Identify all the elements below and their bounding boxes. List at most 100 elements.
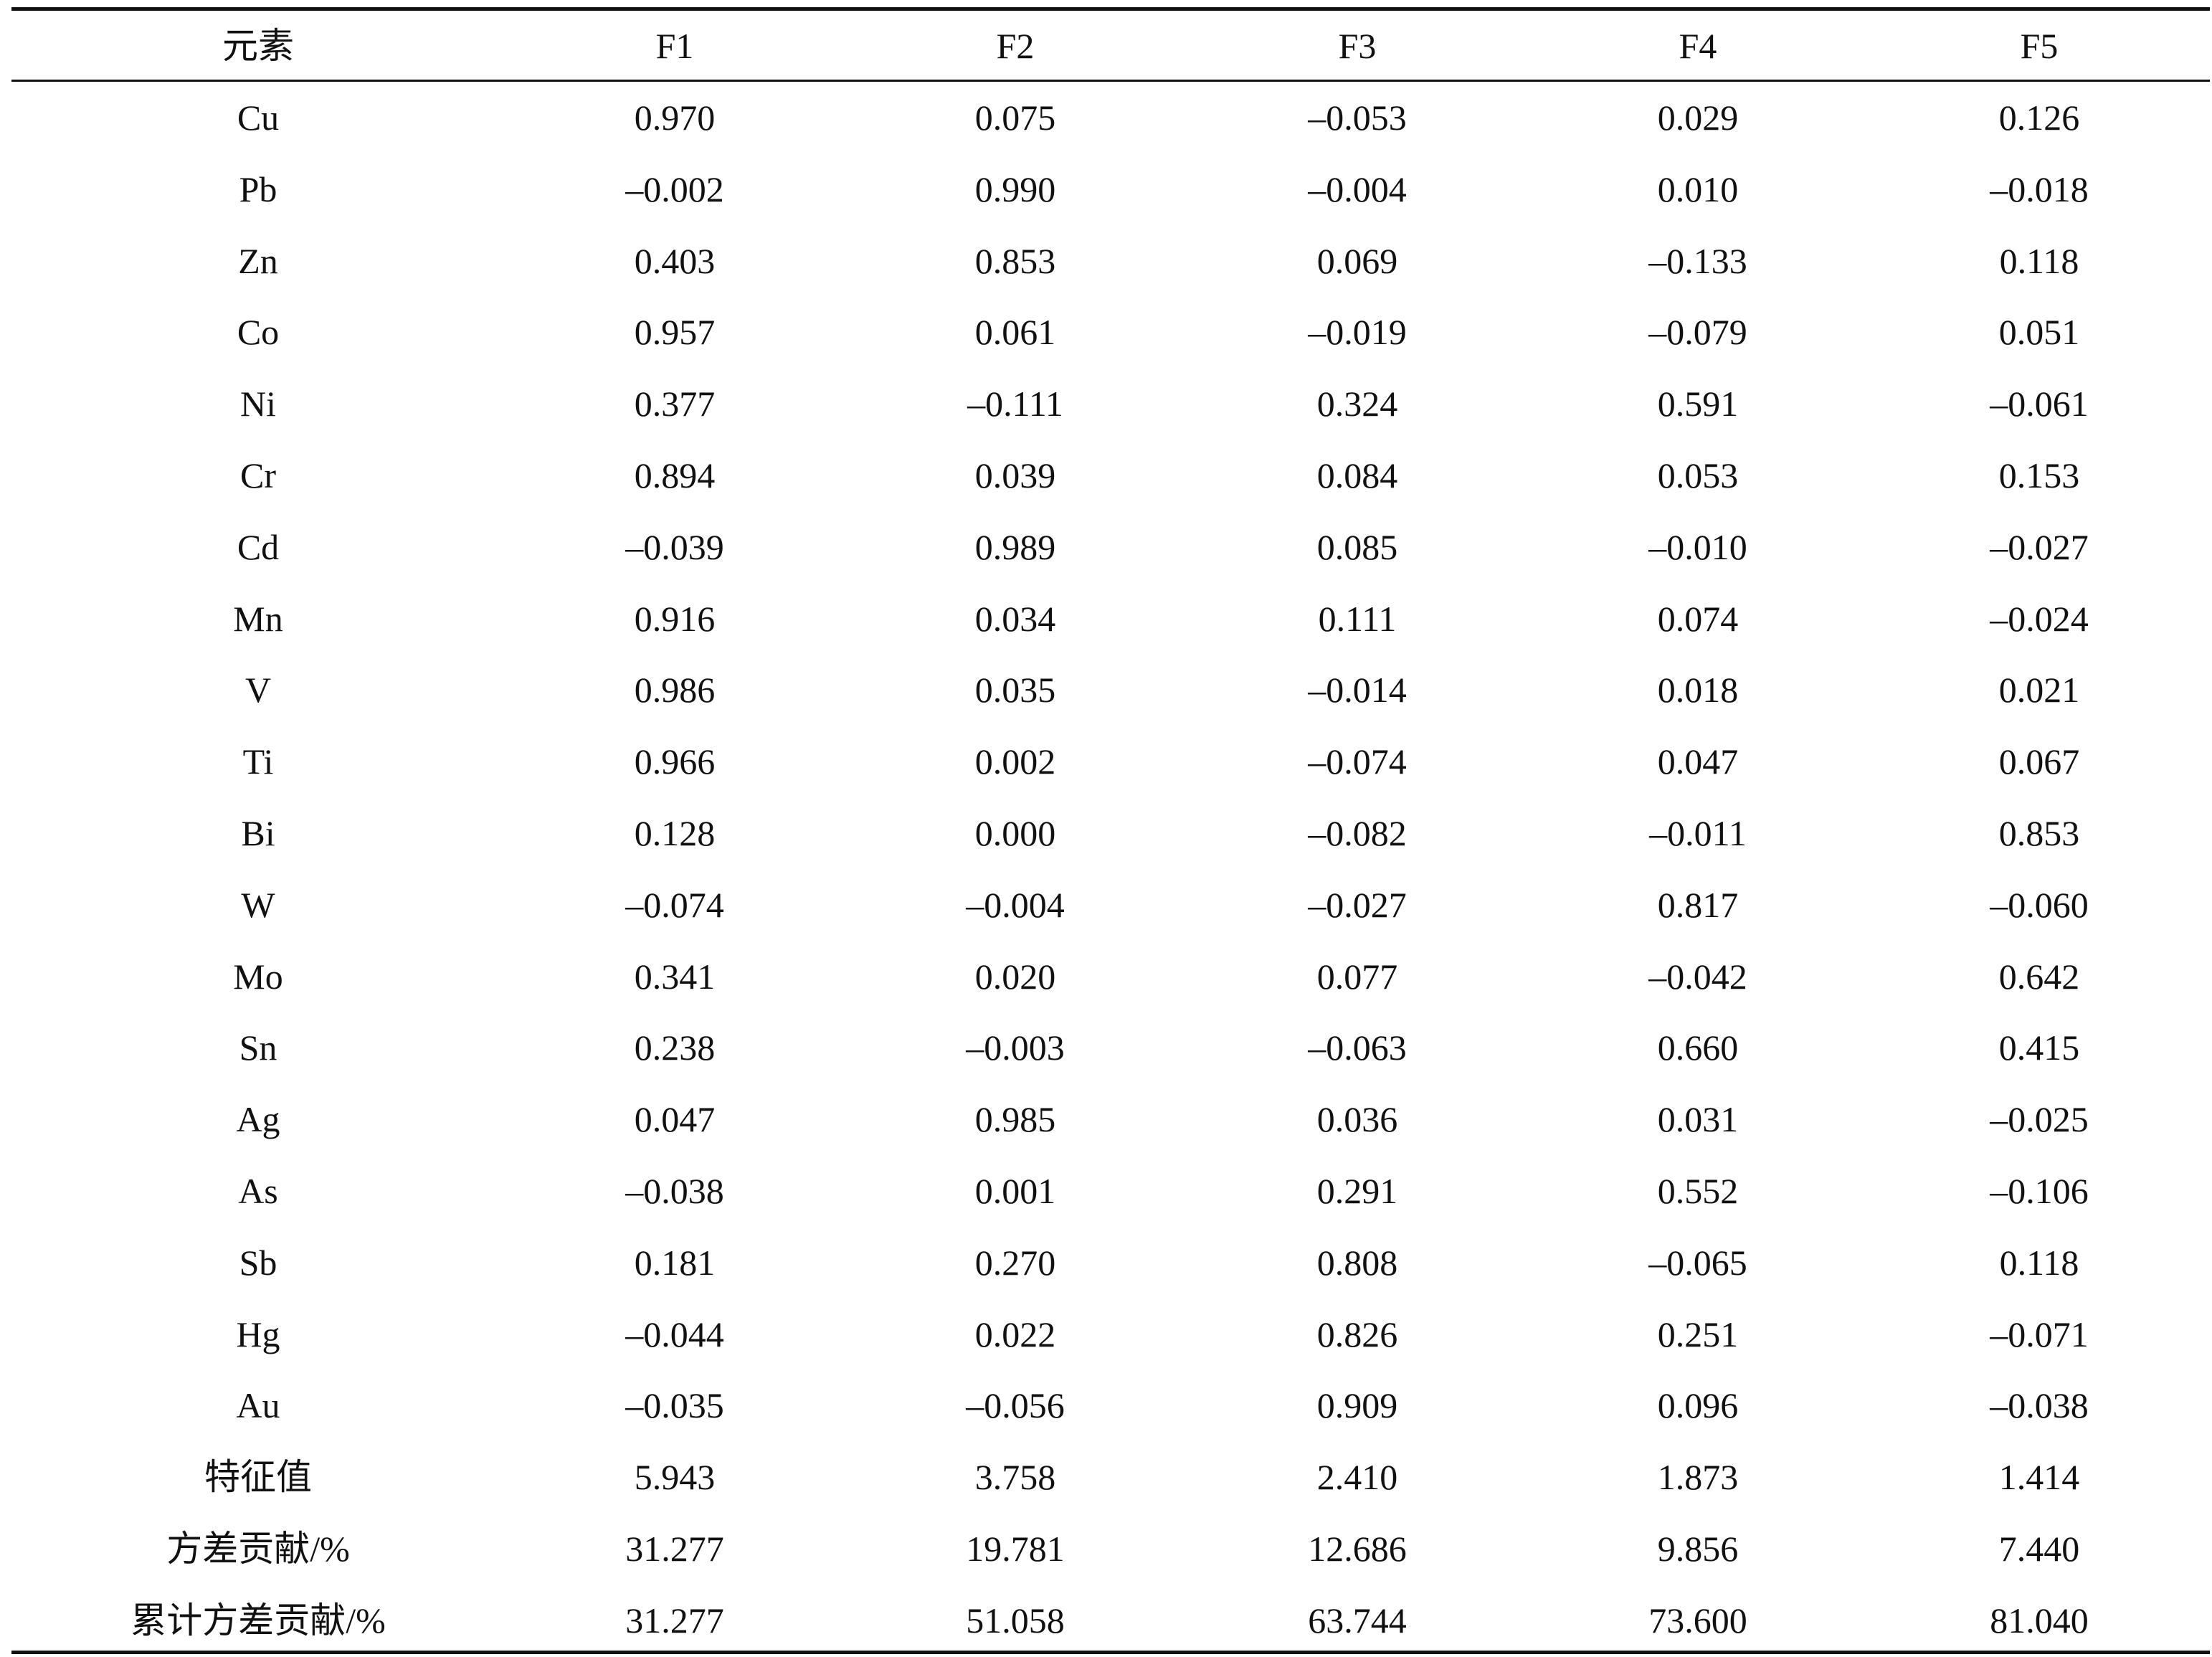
table-cell: 0.047 xyxy=(1657,741,1739,782)
table-cell: 0.270 xyxy=(974,1242,1056,1283)
table-cell: 0.051 xyxy=(1998,312,2080,353)
table-cell: –0.133 xyxy=(1648,240,1747,281)
row-label: Ni xyxy=(240,384,276,424)
table-cell: 2.410 xyxy=(1316,1457,1398,1498)
row-label: Hg xyxy=(236,1314,280,1354)
header-cell: F1 xyxy=(655,26,694,66)
table-cell: –0.079 xyxy=(1648,312,1747,353)
table-cell: 0.826 xyxy=(1316,1314,1398,1354)
bottom-rule xyxy=(11,1651,2210,1654)
table-cell: –0.053 xyxy=(1308,98,1407,138)
table-cell: 0.591 xyxy=(1657,384,1739,424)
table-cell: 0.324 xyxy=(1316,384,1398,424)
row-label: Sb xyxy=(239,1242,277,1283)
table-cell: 0.660 xyxy=(1657,1027,1739,1068)
table-cell: –0.106 xyxy=(1990,1171,2089,1211)
table-cell: 0.989 xyxy=(974,526,1056,567)
table-cell: 9.856 xyxy=(1657,1529,1739,1569)
table-cell: 0.990 xyxy=(974,168,1056,209)
row-label: Au xyxy=(236,1385,280,1426)
table-cell: –0.071 xyxy=(1990,1314,2089,1354)
table-cell: –0.044 xyxy=(625,1314,724,1354)
top-rule xyxy=(11,7,2210,11)
row-label: Cd xyxy=(237,526,280,567)
row-label: Sn xyxy=(239,1027,277,1068)
table-cell: –0.063 xyxy=(1308,1027,1407,1068)
row-label: Ag xyxy=(236,1099,280,1140)
table-cell: 0.642 xyxy=(1998,956,2080,997)
table-cell: –0.027 xyxy=(1990,526,2089,567)
table-cell: 0.077 xyxy=(1316,956,1398,997)
table-cell: 0.039 xyxy=(974,455,1056,495)
table-cell: –0.039 xyxy=(625,526,724,567)
table-cell: 0.153 xyxy=(1998,455,2080,495)
table-cell: –0.010 xyxy=(1648,526,1747,567)
table-cell: –0.042 xyxy=(1648,956,1747,997)
table-cell: 0.970 xyxy=(634,98,716,138)
table-cell: 0.415 xyxy=(1998,1027,2080,1068)
row-label: Bi xyxy=(241,813,275,853)
table-cell: –0.065 xyxy=(1648,1242,1747,1283)
row-label: Cr xyxy=(240,455,276,495)
table-cell: –0.024 xyxy=(1990,598,2089,639)
table-cell: 0.000 xyxy=(974,813,1056,853)
table-cell: 0.916 xyxy=(634,598,716,639)
table-cell: 0.034 xyxy=(974,598,1056,639)
table-cell: –0.074 xyxy=(625,884,724,925)
table-cell: 0.010 xyxy=(1657,168,1739,209)
table-cell: 0.047 xyxy=(634,1099,716,1140)
table-cell: 0.018 xyxy=(1657,670,1739,711)
table-cell: 0.029 xyxy=(1657,98,1739,138)
table-cell: 51.058 xyxy=(966,1600,1065,1641)
table-cell: 0.909 xyxy=(1316,1385,1398,1426)
table-cell: 0.808 xyxy=(1316,1242,1398,1283)
table-cell: 0.053 xyxy=(1657,455,1739,495)
row-label: 方差贡献/% xyxy=(166,1529,350,1569)
table-cell: 0.118 xyxy=(1999,240,2079,281)
table-cell: 81.040 xyxy=(1990,1600,2089,1641)
table-cell: 0.966 xyxy=(634,741,716,782)
table-cell: 0.031 xyxy=(1657,1099,1739,1140)
table-cell: 0.035 xyxy=(974,670,1056,711)
table-cell: –0.003 xyxy=(966,1027,1065,1068)
table-cell: –0.011 xyxy=(1649,813,1747,853)
row-label: Mn xyxy=(233,598,283,639)
header-rule xyxy=(11,80,2210,82)
row-label: 累计方差贡献/% xyxy=(130,1600,386,1641)
row-label: Mo xyxy=(233,956,283,997)
table-cell: 0.085 xyxy=(1316,526,1398,567)
table-cell: 31.277 xyxy=(625,1529,724,1569)
table-cell: –0.014 xyxy=(1308,670,1407,711)
table-cell: 0.181 xyxy=(634,1242,716,1283)
table-cell: 0.118 xyxy=(1999,1242,2079,1283)
table-cell: 5.943 xyxy=(634,1457,716,1498)
table-cell: 0.111 xyxy=(1318,598,1397,639)
table-cell: 0.061 xyxy=(974,312,1056,353)
table-cell: 0.853 xyxy=(974,240,1056,281)
table-cell: 1.873 xyxy=(1657,1457,1739,1498)
table-cell: 0.074 xyxy=(1657,598,1739,639)
table-cell: 0.957 xyxy=(634,312,716,353)
table-cell: –0.019 xyxy=(1308,312,1407,353)
table-cell: –0.061 xyxy=(1990,384,2089,424)
table-cell: 0.128 xyxy=(634,813,716,853)
table-cell: –0.082 xyxy=(1308,813,1407,853)
row-label: Ti xyxy=(242,741,274,782)
table-cell: –0.004 xyxy=(966,884,1065,925)
table-cell: 0.069 xyxy=(1316,240,1398,281)
table-cell: 0.251 xyxy=(1657,1314,1739,1354)
row-label: V xyxy=(245,670,272,711)
table-cell: –0.027 xyxy=(1308,884,1407,925)
table-cell: 0.021 xyxy=(1998,670,2080,711)
table-cell: 0.036 xyxy=(1316,1099,1398,1140)
table-cell: 0.341 xyxy=(634,956,716,997)
table-cell: 0.126 xyxy=(1998,98,2080,138)
table-cell: 0.002 xyxy=(974,741,1056,782)
table-cell: 0.853 xyxy=(1998,813,2080,853)
table-cell: –0.018 xyxy=(1990,168,2089,209)
table-cell: 0.067 xyxy=(1998,741,2080,782)
table-cell: 0.075 xyxy=(974,98,1056,138)
table-cell: –0.004 xyxy=(1308,168,1407,209)
table-cell: –0.025 xyxy=(1990,1099,2089,1140)
row-label: Cu xyxy=(237,98,280,138)
